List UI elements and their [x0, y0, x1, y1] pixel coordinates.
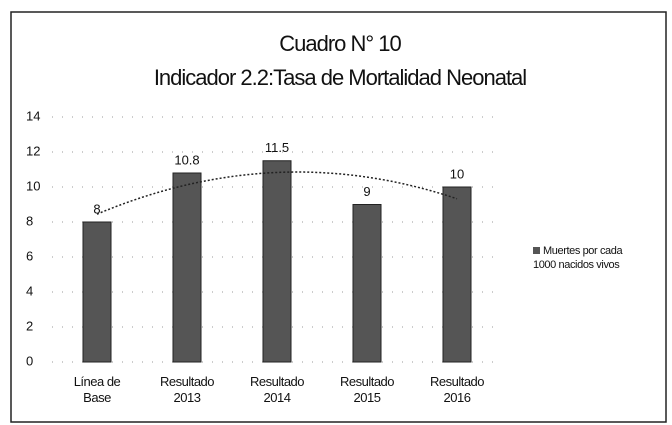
y-tick-label: 14	[26, 108, 40, 123]
y-tick-label: 12	[26, 143, 40, 158]
trend-line	[96, 171, 458, 215]
y-tick-label: 8	[26, 213, 33, 228]
data-label: 11.5	[265, 140, 289, 155]
bar	[262, 160, 292, 363]
chart-title: Cuadro N° 10	[279, 31, 401, 56]
legend: Muertes por cada 1000 nacidos vivos	[533, 244, 643, 272]
x-tick-label: Resultado 2016	[429, 374, 485, 405]
frame	[10, 11, 667, 423]
data-label: 8	[93, 201, 100, 216]
x-tick-label: Resultado 2013	[159, 374, 215, 405]
legend-swatch	[533, 247, 540, 254]
y-tick-label: 0	[26, 353, 33, 368]
y-tick-label: 2	[26, 318, 33, 333]
y-tick-label: 6	[26, 248, 33, 263]
data-label: 10.8	[174, 152, 199, 167]
x-tick-label: Resultado 2015	[339, 374, 395, 405]
data-label: 10	[450, 166, 464, 181]
y-tick-label: 4	[26, 283, 33, 298]
bar	[172, 172, 202, 363]
bar	[352, 204, 382, 363]
bar	[82, 221, 112, 363]
x-tick-label: Resultado 2014	[249, 374, 305, 405]
legend-label: Muertes por cada 1000 nacidos vivos	[533, 245, 623, 271]
bar	[442, 186, 472, 363]
y-tick-label: 10	[26, 178, 40, 193]
data-label: 9	[363, 184, 370, 199]
x-tick-label: Línea de Base	[73, 374, 121, 405]
chart-subtitle: Indicador 2.2:Tasa de Mortalidad Neonata…	[154, 65, 526, 90]
